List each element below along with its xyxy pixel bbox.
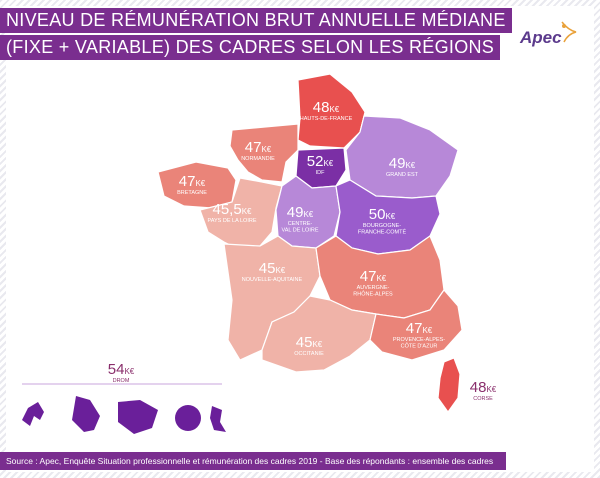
drom-la-reunion[interactable] (175, 405, 201, 431)
drom-group (22, 383, 226, 434)
region-normandie[interactable] (229, 123, 299, 183)
name-bretagne: BRETAGNE (177, 190, 207, 196)
value-unit-bourgogne-franche-comte: K€ (385, 212, 395, 221)
drom-guyane[interactable] (118, 400, 158, 434)
region-labels: 48K€HAUTS-DE-FRANCE47K€NORMANDIE47K€BRET… (108, 99, 497, 402)
name-auvergne-rhone-alpes-2: RHÔNE-ALPES (353, 291, 393, 298)
name-auvergne-rhone-alpes-1: AUVERGNE- (357, 285, 390, 291)
value-number-occitanie: 45 (296, 334, 313, 351)
name-normandie: NORMANDIE (241, 156, 275, 162)
drom-martinique[interactable] (72, 396, 100, 432)
value-unit-corse: K€ (486, 385, 496, 394)
value-unit-provence-alpes-cote-d-azur: K€ (422, 326, 432, 335)
region-corse[interactable] (437, 357, 461, 414)
value-provence-alpes-cote-d-azur: 47K€ (406, 320, 433, 337)
value-unit-normandie: K€ (261, 145, 271, 154)
value-number-drom: 54 (108, 361, 125, 378)
name-provence-alpes-cote-d-azur-1: PROVENCE-ALPES- (393, 337, 445, 343)
apec-logo: Apec (520, 18, 582, 58)
value-unit-pays-de-la-loire: K€ (242, 207, 252, 216)
value-number-centre-val-de-loire: 49 (287, 204, 304, 221)
value-number-auvergne-rhone-alpes: 47 (360, 268, 377, 285)
value-nouvelle-aquitaine: 45K€ (259, 260, 286, 277)
value-idf: 52K€ (307, 153, 334, 170)
region-centre-val-de-loire[interactable] (275, 175, 341, 249)
value-unit-nouvelle-aquitaine: K€ (275, 266, 285, 275)
name-hauts-de-france: HAUTS-DE-FRANCE (300, 116, 353, 122)
value-number-grand-est: 49 (389, 155, 406, 172)
value-centre-val-de-loire: 49K€ (287, 204, 314, 221)
region-provence-alpes-cote-d-azur[interactable] (369, 289, 463, 361)
name-occitanie: OCCITANIE (294, 351, 324, 357)
value-number-idf: 52 (307, 153, 324, 170)
name-pays-de-la-loire: PAYS DE LA LOIRE (207, 218, 256, 224)
name-centre-val-de-loire-2: VAL DE LOIRE (282, 228, 319, 234)
value-number-provence-alpes-cote-d-azur: 47 (406, 320, 423, 337)
value-pays-de-la-loire: 45,5K€ (213, 201, 253, 218)
value-number-nouvelle-aquitaine: 45 (259, 260, 276, 277)
value-normandie: 47K€ (245, 139, 272, 156)
value-grand-est: 49K€ (389, 155, 416, 172)
value-unit-hauts-de-france: K€ (329, 105, 339, 114)
value-number-corse: 48 (470, 379, 487, 396)
value-unit-centre-val-de-loire: K€ (303, 210, 313, 219)
name-drom: DROM (113, 378, 130, 384)
value-number-bretagne: 47 (179, 173, 196, 190)
region-pays-de-la-loire[interactable] (199, 177, 283, 251)
value-number-bourgogne-franche-comte: 50 (369, 206, 386, 223)
value-corse: 48K€ (470, 379, 497, 396)
value-bretagne: 47K€ (179, 173, 206, 190)
value-occitanie: 45K€ (296, 334, 323, 351)
value-unit-bretagne: K€ (195, 179, 205, 188)
name-grand-est: GRAND EST (386, 172, 419, 178)
value-unit-occitanie: K€ (312, 340, 322, 349)
value-number-pays-de-la-loire: 45,5 (213, 201, 242, 218)
region-hauts-de-france[interactable] (297, 73, 366, 149)
value-bourgogne-franche-comte: 50K€ (369, 206, 396, 223)
value-auvergne-rhone-alpes: 47K€ (360, 268, 387, 285)
name-centre-val-de-loire-1: CENTRE- (288, 221, 313, 227)
source-note: Source : Apec, Enquête Situation profess… (0, 452, 506, 470)
value-unit-drom: K€ (124, 367, 134, 376)
value-number-normandie: 47 (245, 139, 262, 156)
name-bourgogne-franche-comte-2: FRANCHE-COMTÉ (358, 229, 407, 236)
name-provence-alpes-cote-d-azur-2: CÔTE D'AZUR (401, 343, 438, 350)
value-drom: 54K€ (108, 361, 135, 378)
value-unit-grand-est: K€ (405, 161, 415, 170)
drom-guadeloupe[interactable] (22, 402, 44, 426)
name-corse: CORSE (473, 396, 493, 402)
name-nouvelle-aquitaine: NOUVELLE-AQUITAINE (242, 277, 303, 283)
value-number-hauts-de-france: 48 (313, 99, 330, 116)
logo-text: Apec (520, 28, 562, 47)
title-line-2: (FIXE + VARIABLE) DES CADRES SELON LES R… (0, 35, 501, 60)
drom-mayotte[interactable] (210, 406, 226, 432)
name-bourgogne-franche-comte-1: BOURGOGNE- (363, 223, 401, 229)
logo-star-icon (561, 21, 577, 43)
title-line-1: NIVEAU DE RÉMUNÉRATION BRUT ANNUELLE MÉD… (0, 8, 512, 33)
value-hauts-de-france: 48K€ (313, 99, 340, 116)
name-idf: IDF (316, 170, 326, 176)
value-unit-idf: K€ (323, 159, 333, 168)
value-unit-auvergne-rhone-alpes: K€ (376, 274, 386, 283)
